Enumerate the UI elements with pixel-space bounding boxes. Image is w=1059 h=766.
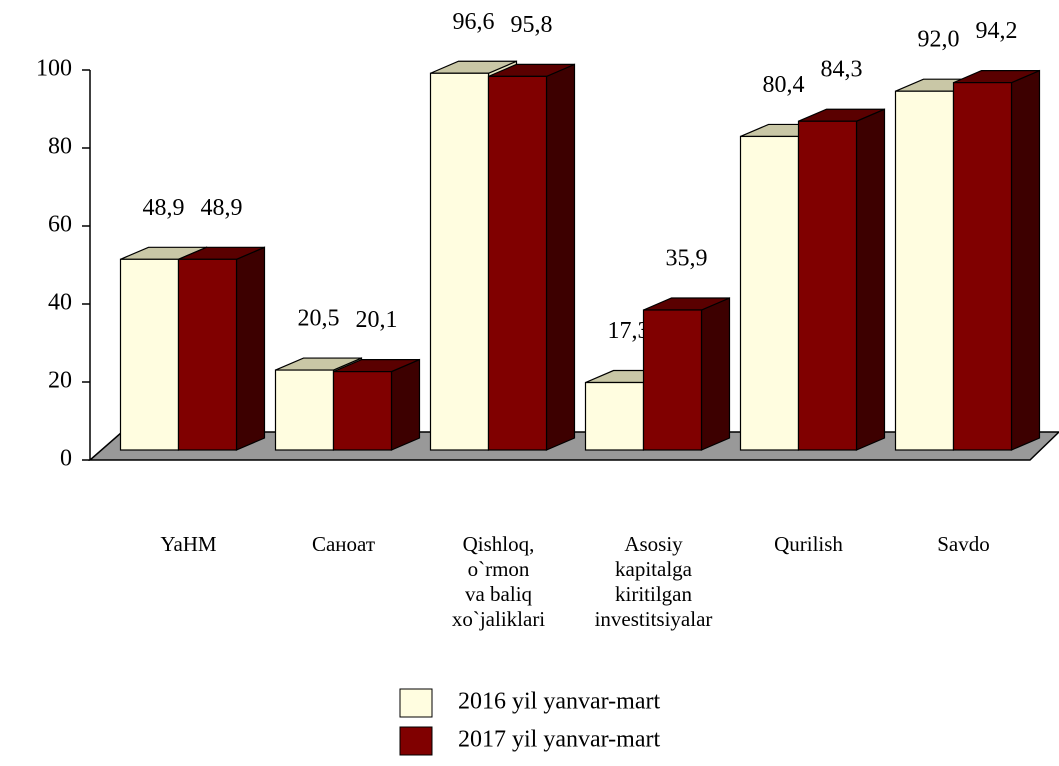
x-tick-label: Savdo — [937, 532, 990, 556]
y-tick-label: 20 — [48, 368, 72, 394]
value-label: 17,3 — [608, 318, 650, 344]
value-label: 20,1 — [356, 307, 398, 333]
bar — [642, 297, 731, 451]
value-label: 20,5 — [298, 306, 340, 332]
y-tick-label: 80 — [48, 134, 72, 160]
bar-face — [855, 108, 886, 451]
bar-face — [952, 82, 1013, 451]
legend-swatch — [399, 688, 433, 718]
value-label: 84,3 — [821, 57, 863, 83]
value-label: 92,0 — [918, 27, 960, 53]
x-tick-label: Саноат — [311, 532, 376, 556]
bar-face — [119, 258, 180, 451]
y-tick-label: 60 — [48, 212, 72, 238]
bar-face — [235, 246, 266, 451]
value-label: 35,9 — [666, 245, 708, 271]
bar-face — [797, 120, 858, 451]
bar — [177, 246, 266, 451]
bar — [487, 63, 576, 451]
bar — [797, 108, 886, 451]
bar-face — [1010, 69, 1041, 451]
legend-label: 2016 yil yanvar-mart — [458, 689, 660, 715]
bar-face — [642, 309, 703, 451]
bar-face — [545, 63, 576, 451]
bar-face — [584, 381, 645, 451]
x-tick-label: YaHM — [160, 532, 217, 556]
value-label: 80,4 — [763, 72, 805, 98]
x-tick-label: Asosiy kapitalga kiritilgan investitsiya… — [594, 532, 713, 631]
value-label: 48,9 — [143, 195, 185, 221]
x-tick-label: Qishloq, o`rmon va baliq xo`jaliklari — [451, 532, 546, 631]
legend-label: 2017 yil yanvar-mart — [458, 727, 660, 753]
bar-face — [429, 72, 490, 451]
y-tick-label: 100 — [36, 56, 72, 82]
bar-face — [487, 75, 548, 451]
value-label: 96,6 — [453, 9, 495, 35]
bar-face — [177, 258, 238, 451]
bar-face — [332, 371, 393, 451]
y-tick-label: 40 — [48, 290, 72, 316]
bar — [952, 69, 1041, 451]
bar-face — [390, 358, 421, 451]
bar-face — [894, 90, 955, 451]
y-tick-label: 0 — [60, 446, 72, 472]
value-label: 95,8 — [511, 12, 553, 38]
value-label: 94,2 — [976, 18, 1018, 44]
x-tick-label: Qurilish — [774, 532, 843, 556]
bar-face — [739, 135, 800, 451]
legend-swatch — [399, 726, 433, 756]
bar-face — [274, 369, 335, 451]
bar-face — [700, 297, 731, 451]
bar — [332, 358, 421, 451]
value-label: 48,9 — [201, 195, 243, 221]
